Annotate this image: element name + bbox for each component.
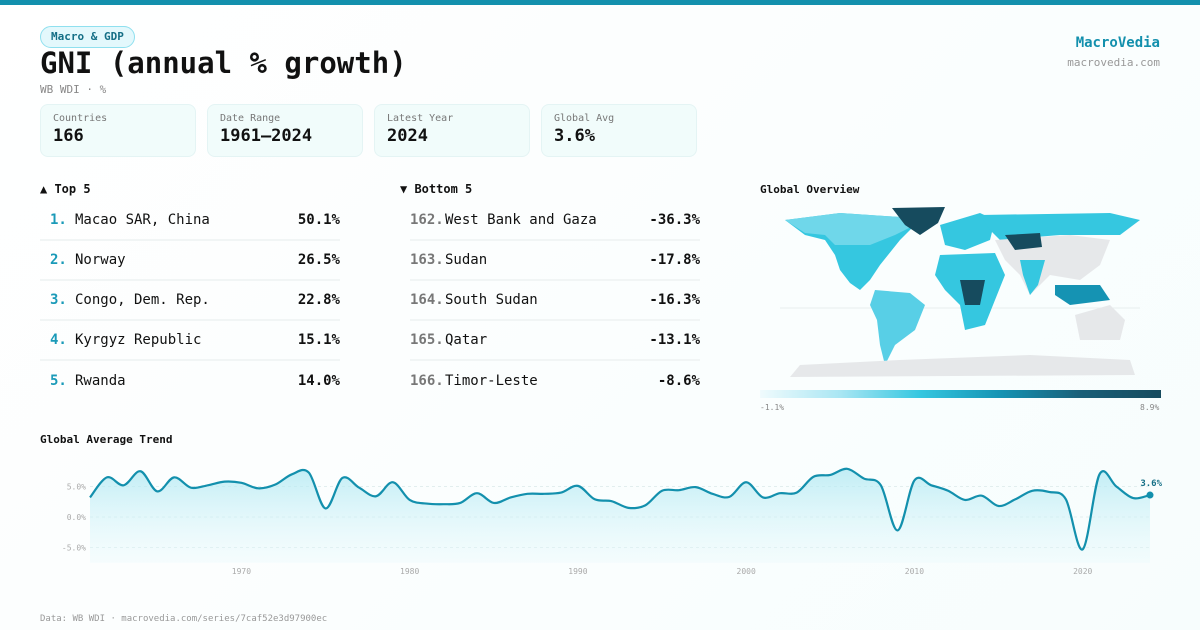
- last-point-marker: [1146, 491, 1154, 499]
- growth-value: 50.1%: [297, 212, 340, 228]
- top-accent-bar: [0, 0, 1200, 5]
- growth-value: 26.5%: [297, 252, 340, 268]
- rank: 166.: [410, 373, 444, 389]
- list-item[interactable]: 165. Qatar -13.1%: [410, 321, 700, 361]
- country-name: Sudan: [445, 252, 488, 268]
- growth-value: 22.8%: [297, 292, 340, 308]
- top-5-heading: ▲ Top 5: [40, 182, 91, 196]
- country-name: Kyrgyz Republic: [75, 332, 202, 348]
- x-tick-label: 1980: [400, 567, 419, 576]
- country-name: West Bank and Gaza: [445, 212, 597, 228]
- map-india: [1020, 260, 1045, 295]
- list-item[interactable]: 163. Sudan -17.8%: [410, 241, 700, 281]
- x-tick-label: 1970: [232, 567, 251, 576]
- y-tick-label: 0.0%: [67, 513, 86, 522]
- growth-value: -17.8%: [649, 252, 700, 268]
- map-asia: [995, 235, 1110, 295]
- page-subtitle: WB WDI · %: [40, 83, 107, 96]
- rank: 162.: [410, 212, 444, 228]
- y-tick-label: -5.0%: [62, 544, 86, 553]
- growth-value: -16.3%: [649, 292, 700, 308]
- y-tick-label: 5.0%: [67, 483, 86, 492]
- map-europe: [940, 213, 995, 250]
- x-tick-label: 2000: [737, 567, 756, 576]
- map-antarctica: [790, 355, 1135, 377]
- map-central-africa: [960, 280, 985, 305]
- country-name: South Sudan: [445, 292, 538, 308]
- map-canada: [785, 213, 915, 245]
- list-item[interactable]: 3. Congo, Dem. Rep. 22.8%: [40, 281, 340, 321]
- bottom-5-heading: ▼ Bottom 5: [400, 182, 473, 196]
- world-map: [780, 207, 1140, 377]
- rank: 5.: [50, 373, 67, 389]
- map-heading: Global Overview: [760, 183, 860, 196]
- trend-chart: 5.0% 0.0% -5.0% 1970 1980 1990 2000 2010 2020 3.6…: [62, 467, 1163, 576]
- trend-line: [89, 467, 1151, 551]
- stat-label: Date Range: [220, 113, 281, 124]
- map-australia: [1075, 305, 1125, 340]
- brand-logo[interactable]: MacroVedia: [1075, 35, 1160, 51]
- legend-min: -1.1%: [760, 403, 785, 412]
- brand-url[interactable]: macrovedia.com: [1067, 56, 1160, 69]
- rank: 163.: [410, 252, 444, 268]
- rank: 165.: [410, 332, 444, 348]
- growth-value: -36.3%: [649, 212, 700, 228]
- stat-label: Global Avg: [554, 113, 615, 124]
- stat-value: 166: [53, 126, 84, 146]
- rank: 2.: [50, 252, 67, 268]
- footer-source: Data: WB WDI · macrovedia.com/series/7ca…: [40, 614, 328, 624]
- growth-value: -13.1%: [649, 332, 700, 348]
- stat-card-global-avg: Global Avg 3.6%: [541, 104, 697, 157]
- stat-value: 1961–2024: [220, 126, 313, 146]
- trend-heading: Global Average Trend: [40, 433, 173, 446]
- country-name: Macao SAR, China: [75, 212, 210, 228]
- country-name: Qatar: [445, 332, 488, 348]
- map-kazakhstan: [1005, 233, 1042, 250]
- map-russia: [980, 213, 1140, 240]
- category-badge[interactable]: Macro & GDP: [40, 26, 135, 48]
- country-name: Rwanda: [75, 373, 126, 389]
- list-item[interactable]: 5. Rwanda 14.0%: [40, 361, 340, 401]
- stat-value: 3.6%: [554, 126, 595, 146]
- rank: 3.: [50, 292, 67, 308]
- map-greenland: [892, 207, 945, 235]
- rank: 4.: [50, 332, 67, 348]
- stat-card-countries: Countries 166: [40, 104, 196, 157]
- map-color-legend: [760, 390, 1161, 398]
- list-item[interactable]: 162. West Bank and Gaza -36.3%: [410, 201, 700, 241]
- stat-label: Countries: [53, 113, 108, 124]
- country-name: Timor-Leste: [445, 373, 538, 389]
- list-item[interactable]: 4. Kyrgyz Republic 15.1%: [40, 321, 340, 361]
- trend-area: [90, 468, 1150, 563]
- growth-value: 14.0%: [297, 373, 340, 389]
- x-tick-label: 2010: [905, 567, 924, 576]
- rank: 1.: [50, 212, 67, 228]
- bottom-5-list: 162. West Bank and Gaza -36.3% 163. Sudan -17…: [410, 201, 700, 401]
- list-item[interactable]: 166. Timor-Leste -8.6%: [410, 361, 700, 401]
- stat-label: Latest Year: [387, 113, 454, 124]
- stat-card-date-range: Date Range 1961–2024: [207, 104, 363, 157]
- country-name: Congo, Dem. Rep.: [75, 292, 210, 308]
- list-item[interactable]: 164. South Sudan -16.3%: [410, 281, 700, 321]
- top-5-list: 1. Macao SAR, China 50.1% 2. Norway 26.5% 3. Co…: [40, 201, 340, 401]
- growth-value: 15.1%: [297, 332, 340, 348]
- x-tick-label: 2020: [1073, 567, 1092, 576]
- page-title: GNI (annual % growth): [40, 46, 407, 80]
- stat-card-latest-year: Latest Year 2024: [374, 104, 530, 157]
- legend-max: 8.9%: [1140, 403, 1160, 412]
- rank: 164.: [410, 292, 444, 308]
- list-item[interactable]: 2. Norway 26.5%: [40, 241, 340, 281]
- last-value-label: 3.6%: [1140, 479, 1162, 489]
- list-item[interactable]: 1. Macao SAR, China 50.1%: [40, 201, 340, 241]
- map-se-asia: [1055, 285, 1110, 305]
- map-south-america: [870, 290, 925, 365]
- x-tick-label: 1990: [568, 567, 587, 576]
- country-name: Norway: [75, 252, 126, 268]
- growth-value: -8.6%: [657, 373, 700, 389]
- stat-value: 2024: [387, 126, 428, 146]
